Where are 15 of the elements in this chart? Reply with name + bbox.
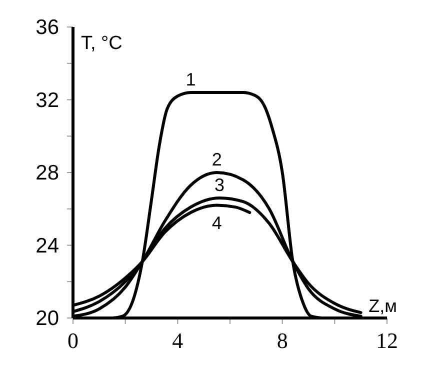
series-label: 2	[212, 150, 222, 170]
x-axis-title: Z,м	[368, 296, 397, 316]
x-tick-label: 8	[276, 328, 288, 353]
y-tick-label: 32	[36, 88, 59, 112]
series-label: 4	[212, 213, 222, 234]
y-tick-label: 28	[36, 162, 59, 184]
y-tick-label: 24	[36, 234, 60, 258]
x-tick-label: 12	[376, 328, 398, 353]
y-tick-label: 20	[36, 307, 59, 330]
x-tick-label: 4	[172, 328, 184, 353]
x-tick-label: 0	[68, 328, 78, 353]
y-tick-label: 36	[36, 16, 59, 39]
y-axis-title: T, °C	[81, 33, 122, 54]
series-label: 1	[186, 69, 196, 90]
series-label: 3	[214, 174, 225, 195]
